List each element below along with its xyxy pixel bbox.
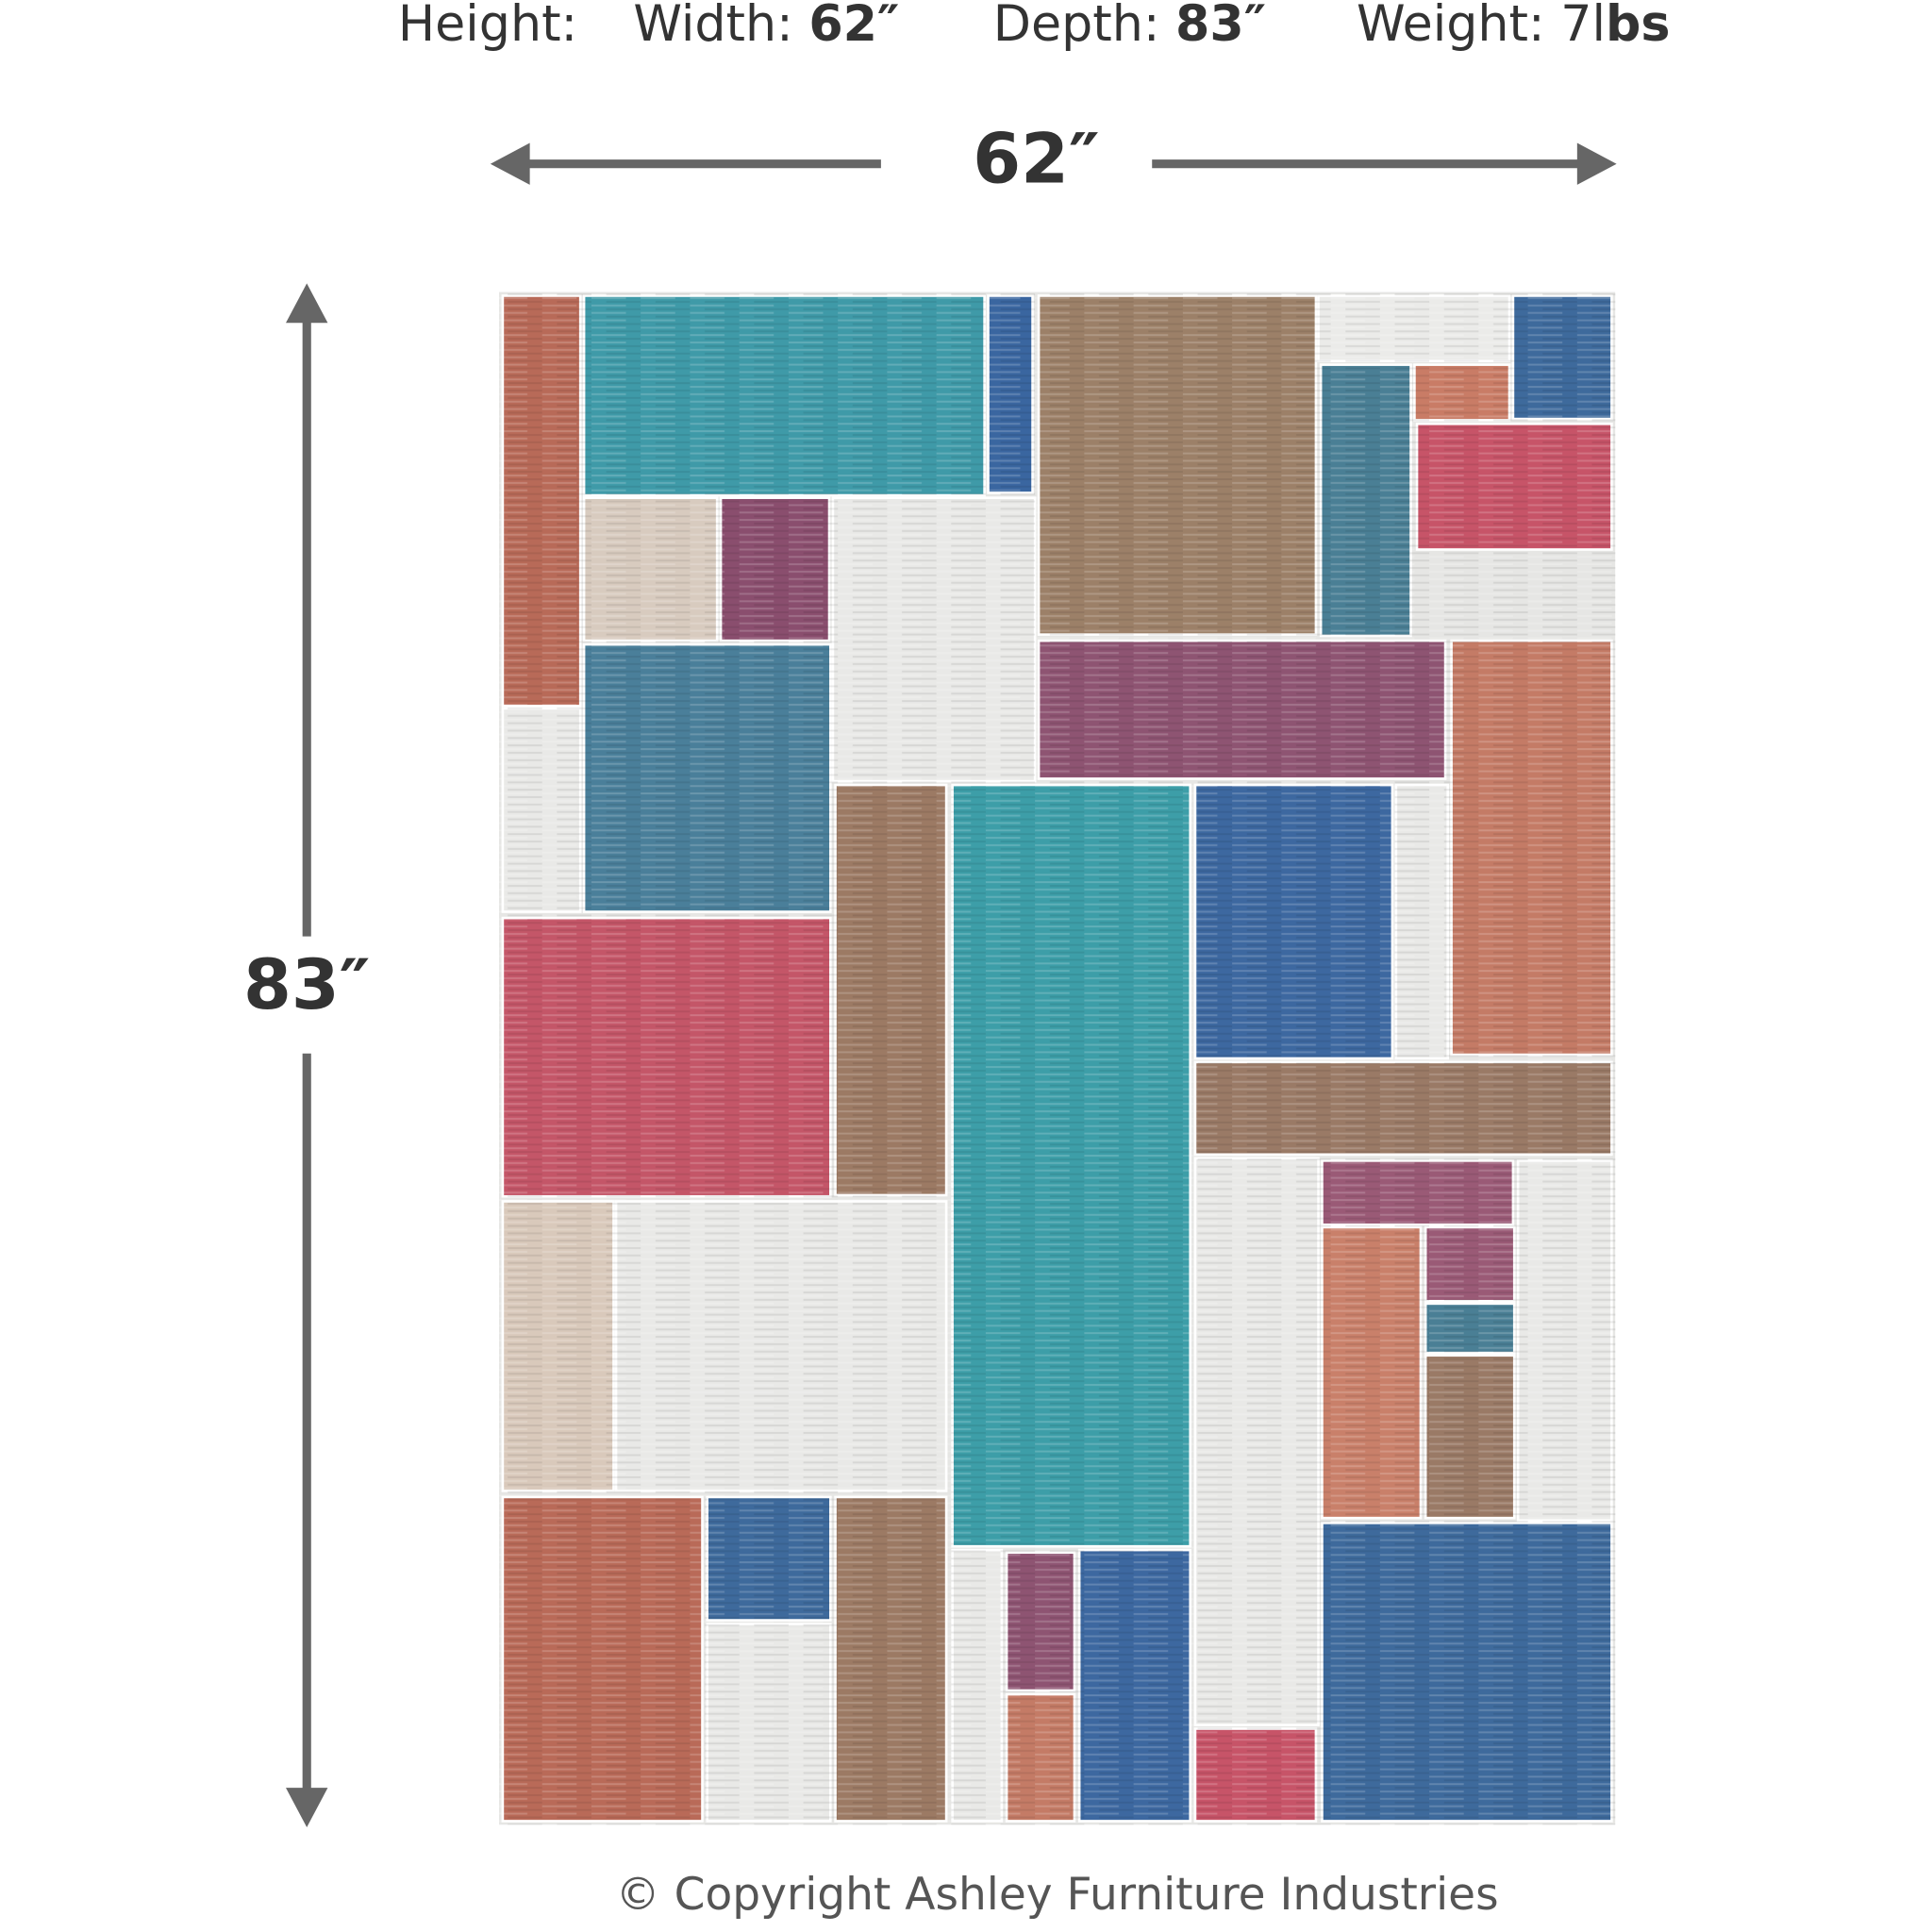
width-arrow <box>490 142 1617 185</box>
depth-arrow <box>286 283 328 1827</box>
spec-width: Width: 62″ <box>633 0 899 53</box>
spec-weight: Weight: 7lbs <box>1357 0 1670 53</box>
rug-image <box>496 289 1618 1827</box>
copyright: © Copyright Ashley Furniture Industries <box>616 1869 1499 1921</box>
spec-depth: Depth: 83″ <box>993 0 1266 53</box>
spec-height: Height: <box>398 0 577 53</box>
depth-label: 83″ <box>243 945 370 1025</box>
width-label: 62″ <box>973 120 1099 200</box>
